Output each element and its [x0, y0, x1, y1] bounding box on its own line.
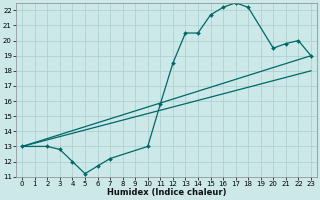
X-axis label: Humidex (Indice chaleur): Humidex (Indice chaleur) [107, 188, 226, 197]
